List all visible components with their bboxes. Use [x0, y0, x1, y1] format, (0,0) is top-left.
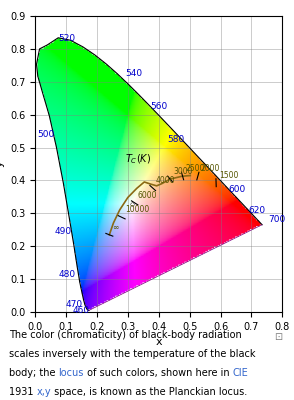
Text: 540: 540: [125, 69, 142, 78]
Text: space, is known as the Planckian locus.: space, is known as the Planckian locus.: [51, 387, 247, 397]
Text: 460: 460: [72, 306, 89, 315]
Text: 620: 620: [249, 206, 266, 215]
Text: 520: 520: [59, 34, 76, 42]
Y-axis label: y: y: [0, 161, 5, 167]
Text: 500: 500: [37, 130, 55, 139]
Text: 10000: 10000: [125, 205, 149, 214]
Text: x,y: x,y: [36, 387, 51, 397]
Text: ∞: ∞: [112, 223, 119, 232]
Text: 600: 600: [229, 185, 246, 194]
Text: scales inversely with the temperature of the black: scales inversely with the temperature of…: [9, 349, 255, 359]
Text: 560: 560: [151, 102, 168, 111]
Text: 2000: 2000: [201, 164, 220, 173]
Text: 490: 490: [55, 227, 72, 236]
X-axis label: x: x: [156, 337, 162, 347]
Text: locus: locus: [59, 368, 84, 378]
Text: 3000: 3000: [173, 167, 193, 176]
Text: 4000: 4000: [156, 176, 175, 185]
Text: 1500: 1500: [219, 171, 238, 180]
Text: CIE: CIE: [233, 368, 248, 378]
Text: 470: 470: [66, 300, 83, 309]
Text: 2500: 2500: [186, 164, 205, 173]
Text: 480: 480: [59, 270, 76, 279]
Text: ⊡: ⊡: [274, 332, 282, 342]
Text: of such colors, shown here in: of such colors, shown here in: [84, 368, 233, 378]
Text: $T_C(K)$: $T_C(K)$: [125, 152, 151, 166]
Text: body; the: body; the: [9, 368, 59, 378]
Text: 700: 700: [268, 216, 285, 224]
Text: The color (chromaticity) of black-body radiation: The color (chromaticity) of black-body r…: [9, 330, 242, 340]
Text: 580: 580: [167, 135, 185, 144]
Text: 1931: 1931: [9, 387, 36, 397]
Text: 6000: 6000: [138, 191, 157, 200]
